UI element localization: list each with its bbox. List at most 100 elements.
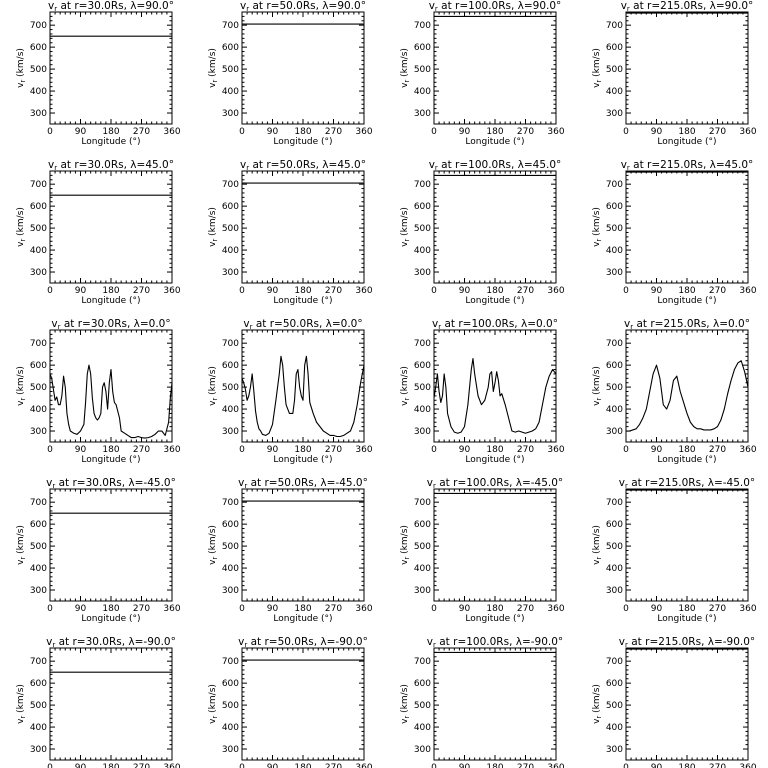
y-tick-label: 700 [222,180,239,190]
y-tick-label: 500 [414,701,431,711]
x-tick-label: 90 [267,604,279,614]
subplot-title: vr at r=30.0Rs, λ=45.0° [48,159,174,172]
x-tick-label: 360 [355,286,372,296]
y-axis-label: vr (km/s) [400,207,411,247]
x-tick-label: 360 [739,604,756,614]
y-tick-label: 300 [222,586,239,596]
y-tick-label: 600 [414,520,431,530]
x-tick-label: 0 [623,763,629,768]
x-tick-label: 0 [239,604,245,614]
plot-frame [49,11,173,125]
x-tick-label: 180 [678,127,695,137]
y-axis-label: vr (km/s) [592,366,603,406]
y-tick-label: 600 [414,43,431,53]
y-tick-label: 700 [30,180,47,190]
y-tick-label: 600 [414,202,431,212]
x-tick-label: 90 [75,763,87,768]
x-tick-label: 90 [651,445,663,455]
x-tick-label: 270 [709,604,726,614]
y-tick-label: 700 [30,21,47,31]
x-tick-label: 180 [294,127,311,137]
x-tick-label: 270 [709,763,726,768]
x-tick-label: 270 [517,445,534,455]
subplot-16: vr at r=215.0Rs, λ=-45.0° 0 90 180 270 360 300… [592,477,757,624]
y-tick-label: 600 [222,43,239,53]
y-tick-label: 400 [30,564,47,574]
y-tick-label: 400 [414,405,431,415]
x-tick-label: 90 [267,127,279,137]
subplot-14: vr at r=50.0Rs, λ=-45.0° 0 90 180 270 360 300 4… [208,477,373,624]
y-tick-label: 500 [222,65,239,75]
subplot-15: vr at r=100.0Rs, λ=-45.0° 0 90 180 270 360 300… [400,477,565,624]
x-axis-label: Longitude (°) [273,455,332,465]
y-tick-label: 400 [222,246,239,256]
y-tick-label: 500 [414,65,431,75]
subplot-7: vr at r=100.0Rs, λ=45.0° 0 90 180 270 360 300 4… [400,159,565,306]
y-axis-label: vr (km/s) [16,684,27,724]
y-tick-label: 600 [606,361,623,371]
x-tick-label: 270 [133,445,150,455]
y-axis-label: vr (km/s) [16,366,27,406]
y-tick-label: 600 [30,43,47,53]
plot-frame [241,329,365,443]
x-tick-label: 360 [547,445,564,455]
x-tick-label: 270 [709,286,726,296]
y-tick-label: 600 [606,520,623,530]
x-tick-label: 360 [355,445,372,455]
subplot-title: vr at r=215.0Rs, λ=90.0° [621,0,754,13]
x-tick-label: 180 [678,604,695,614]
x-tick-label: 270 [325,445,342,455]
y-tick-label: 500 [30,224,47,234]
y-tick-label: 700 [414,498,431,508]
x-tick-label: 180 [486,604,503,614]
y-tick-label: 500 [414,383,431,393]
subplot-title: vr at r=100.0Rs, λ=0.0° [432,318,558,331]
y-tick-label: 300 [414,745,431,755]
y-axis-label: vr (km/s) [16,207,27,247]
subplot-title: vr at r=215.0Rs, λ=-90.0° [619,636,755,649]
x-tick-label: 90 [459,763,471,768]
x-tick-label: 90 [75,286,87,296]
y-tick-label: 400 [606,246,623,256]
y-tick-label: 300 [414,427,431,437]
x-tick-label: 90 [267,286,279,296]
y-tick-label: 700 [222,498,239,508]
y-tick-label: 500 [30,701,47,711]
plot-frame [625,170,749,284]
x-tick-label: 360 [163,286,180,296]
x-tick-label: 360 [355,763,372,768]
x-tick-label: 180 [678,445,695,455]
subplot-17: vr at r=30.0Rs, λ=-90.0° 0 90 180 270 360 300 4… [16,636,181,768]
y-tick-label: 300 [30,109,47,119]
y-tick-label: 300 [222,109,239,119]
y-tick-label: 300 [30,268,47,278]
y-tick-label: 600 [414,361,431,371]
x-tick-label: 90 [75,604,87,614]
y-tick-label: 700 [222,657,239,667]
subplot-title: vr at r=30.0Rs, λ=90.0° [48,0,174,13]
y-tick-label: 600 [30,202,47,212]
x-tick-label: 90 [651,127,663,137]
x-tick-label: 180 [102,127,119,137]
x-axis-label: Longitude (°) [273,614,332,624]
subplot-title: vr at r=30.0Rs, λ=-90.0° [46,636,176,649]
x-tick-label: 90 [75,445,87,455]
subplot-18: vr at r=50.0Rs, λ=-90.0° 0 90 180 270 360 300 4… [208,636,373,768]
x-axis-label: Longitude (°) [465,137,524,147]
plot-frame [241,647,365,761]
y-tick-label: 600 [30,520,47,530]
y-tick-label: 500 [222,542,239,552]
x-tick-label: 360 [739,286,756,296]
y-tick-label: 400 [606,405,623,415]
x-tick-label: 90 [651,763,663,768]
y-tick-label: 300 [606,109,623,119]
subplot-title: vr at r=30.0Rs, λ=0.0° [51,318,170,331]
y-tick-label: 600 [606,43,623,53]
plot-frame [433,647,557,761]
x-tick-label: 0 [431,763,437,768]
x-tick-label: 180 [102,286,119,296]
y-axis-label: vr (km/s) [400,48,411,88]
y-tick-label: 600 [222,202,239,212]
x-tick-label: 180 [102,763,119,768]
